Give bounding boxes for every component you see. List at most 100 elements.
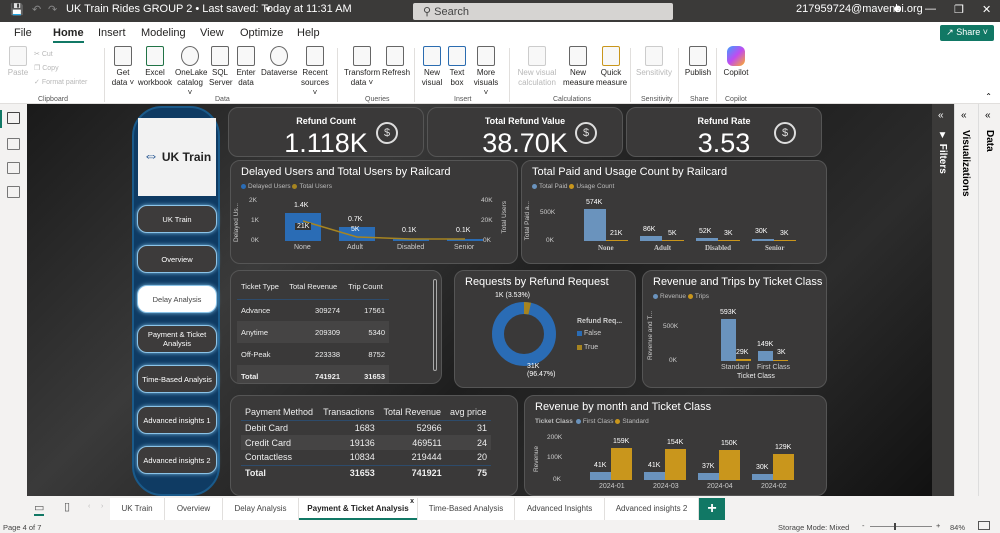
legend-true[interactable]: True	[577, 344, 598, 351]
text-box-button[interactable]: Text box	[447, 46, 467, 88]
bar-paid-disabled[interactable]	[696, 238, 718, 241]
tab-advanced-insights[interactable]: Advanced Insights	[515, 498, 605, 520]
tab-overview[interactable]: Overview	[165, 498, 223, 520]
chart-total-paid-by-railcard[interactable]: Total Paid and Usage Count by Railcard T…	[521, 160, 827, 264]
model-view-icon[interactable]	[7, 162, 20, 174]
visualizations-pane[interactable]: « Visualizations	[954, 104, 978, 496]
title-dropdown-icon[interactable]: ▼	[264, 5, 272, 14]
search-input[interactable]: ⚲ Search	[413, 3, 673, 20]
zoom-slider-thumb[interactable]	[894, 523, 896, 530]
chart-requests-by-refund[interactable]: Requests by Refund Request 1K (3.53%) 31…	[454, 270, 636, 388]
payment-method-table[interactable]: Payment Method Transactions Total Revenue a…	[230, 395, 518, 496]
col-ticket-type[interactable]: Ticket Type	[237, 275, 286, 300]
nav-overview[interactable]: Overview	[137, 245, 217, 273]
add-page-button[interactable]: +	[699, 498, 725, 520]
save-icon[interactable]: 💾	[10, 4, 24, 16]
bar-first-2024-02[interactable]	[752, 474, 773, 480]
menu-help[interactable]: Help	[297, 27, 320, 39]
menu-home[interactable]: Home	[53, 27, 84, 43]
col-payment-method[interactable]: Payment Method	[241, 404, 319, 421]
col-total-revenue[interactable]: Total Revenue	[378, 404, 446, 421]
onelake-catalog-button[interactable]: OneLake catalog ˅	[175, 46, 207, 98]
kpi-total-refund-value[interactable]: Total Refund Value 38.70K $	[427, 107, 623, 158]
enter-data-button[interactable]: Enter data	[235, 46, 257, 88]
donut-chart[interactable]	[491, 301, 557, 367]
undo-icon[interactable]: ↶	[32, 4, 42, 16]
col-transactions[interactable]: Transactions	[318, 404, 379, 421]
redo-icon[interactable]: ↷	[48, 4, 58, 16]
close-tab-icon[interactable]: x	[410, 498, 414, 505]
transform-data-button[interactable]: Transform data ˅	[344, 46, 380, 88]
new-visual-button[interactable]: New visual	[420, 46, 444, 88]
bar-usage-none[interactable]	[606, 240, 628, 241]
dataverse-button[interactable]: Dataverse	[261, 46, 297, 78]
expand-visualizations-icon[interactable]: «	[961, 110, 967, 121]
refresh-button[interactable]: Refresh	[382, 46, 410, 78]
menu-file[interactable]: File	[14, 27, 32, 39]
bar-standard-2024-01[interactable]	[611, 448, 632, 480]
avatar-icon[interactable]: ☻	[892, 3, 904, 15]
dax-query-view-icon[interactable]	[7, 186, 20, 198]
report-view-icon[interactable]	[7, 112, 20, 124]
sensitivity-button[interactable]: Sensitivity	[636, 46, 672, 78]
get-data-button[interactable]: Get data ˅	[110, 46, 136, 88]
bar-first-2024-04[interactable]	[698, 473, 719, 480]
bar-first-2024-01[interactable]	[590, 472, 611, 480]
menu-optimize[interactable]: Optimize	[240, 27, 284, 39]
tab-payment-ticket-analysis[interactable]: Payment & Ticket Analysis x	[299, 498, 418, 520]
bar-usage-adult[interactable]	[662, 240, 684, 241]
bar-trips-first[interactable]	[773, 360, 788, 361]
chart-revenue-trips-by-class[interactable]: Revenue and Trips by Ticket Class Revenu…	[642, 270, 827, 388]
copilot-button[interactable]: Copilot	[722, 46, 750, 78]
data-pane[interactable]: « Data	[978, 104, 1000, 496]
bar-usage-senior[interactable]	[774, 240, 796, 241]
tab-uk-train[interactable]: UK Train	[110, 498, 165, 520]
nav-payment-ticket-analysis[interactable]: Payment & Ticket Analysis	[137, 325, 217, 353]
zoom-in-button[interactable]: +	[936, 521, 941, 530]
nav-delay-analysis[interactable]: Delay Analysis	[137, 285, 217, 313]
format-painter-button[interactable]: ✓ Format painter	[34, 79, 88, 86]
bar-delayed-senior[interactable]	[447, 239, 483, 241]
bar-paid-senior[interactable]	[752, 239, 774, 241]
prev-page-icon[interactable]: ‹	[88, 503, 91, 510]
bar-paid-adult[interactable]	[640, 236, 662, 241]
new-measure-button[interactable]: New measure	[563, 46, 594, 88]
kpi-refund-rate[interactable]: Refund Rate 3.53 $	[626, 107, 822, 158]
bar-usage-disabled[interactable]	[718, 240, 740, 241]
nav-time-based-analysis[interactable]: Time-Based Analysis	[137, 365, 217, 393]
recent-sources-button[interactable]: Recent sources ˅	[300, 46, 330, 98]
kpi-refund-count[interactable]: Refund Count 1.118K $	[228, 107, 424, 158]
next-page-icon[interactable]: ›	[101, 503, 104, 510]
share-button[interactable]: ↗ Share ˅	[940, 25, 994, 41]
col-trip-count[interactable]: Trip Count	[344, 275, 389, 300]
expand-filters-icon[interactable]: «	[938, 110, 944, 121]
filters-pane[interactable]: « ▼ Filters	[932, 104, 954, 496]
menu-modeling[interactable]: Modeling	[141, 27, 186, 39]
nav-uk-train[interactable]: UK Train	[137, 205, 217, 233]
cut-button[interactable]: ✂ Cut	[34, 51, 53, 58]
fit-to-page-icon[interactable]	[978, 521, 990, 530]
tab-advanced-insights-2[interactable]: Advanced insights 2	[605, 498, 699, 520]
bar-paid-none[interactable]	[584, 209, 606, 241]
publish-button[interactable]: Publish	[684, 46, 712, 78]
nav-advanced-insights-1[interactable]: Advanced insights 1	[137, 406, 217, 434]
collapse-ribbon-icon[interactable]: ⌃	[985, 92, 992, 101]
bar-first-2024-03[interactable]	[644, 472, 665, 480]
bar-standard-2024-03[interactable]	[665, 449, 686, 480]
window-title[interactable]: UK Train Rides GROUP 2 • Last saved: Tod…	[66, 3, 352, 15]
bar-revenue-first[interactable]	[758, 351, 773, 361]
mobile-layout-icon[interactable]: ▯	[64, 501, 71, 513]
quick-measure-button[interactable]: Quick measure	[596, 46, 627, 88]
chart-revenue-by-month[interactable]: Revenue by month and Ticket Class Ticket…	[524, 395, 827, 496]
sql-server-button[interactable]: SQL Server	[209, 46, 233, 88]
tab-time-based-analysis[interactable]: Time-Based Analysis	[418, 498, 515, 520]
zoom-slider[interactable]	[870, 523, 932, 530]
bar-delayed-disabled[interactable]	[393, 239, 429, 241]
user-account[interactable]: 217959724@mavenbi.org	[796, 3, 923, 15]
tab-delay-analysis[interactable]: Delay Analysis	[223, 498, 299, 520]
bar-revenue-standard[interactable]	[721, 319, 736, 361]
col-total-revenue[interactable]: Total Revenue	[285, 275, 345, 300]
new-visual-calculation-button[interactable]: New visual calculation	[515, 46, 559, 88]
bar-trips-standard[interactable]	[736, 359, 751, 361]
table-view-icon[interactable]	[7, 138, 20, 150]
